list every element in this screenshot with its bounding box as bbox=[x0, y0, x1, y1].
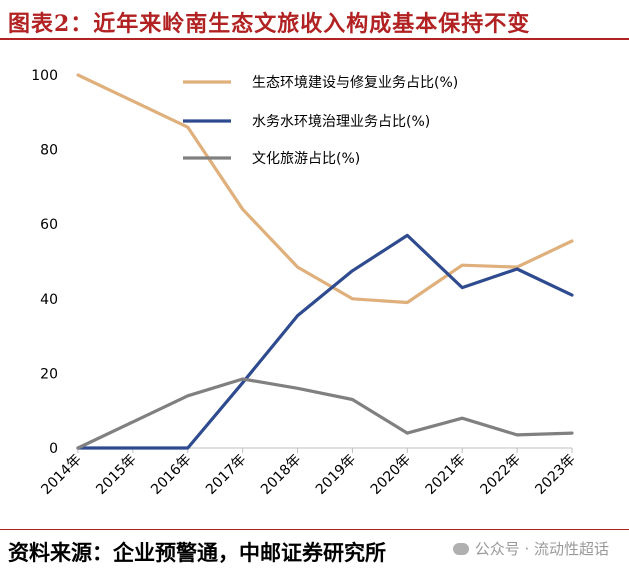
legend-label-3: 文化旅游占比(%) bbox=[252, 151, 360, 167]
x-tick-label: 2020年 bbox=[368, 452, 414, 498]
x-tick-label: 2022年 bbox=[478, 452, 524, 498]
watermark: 公众号 · 流动性超话 bbox=[452, 538, 609, 559]
x-tick-label: 2018年 bbox=[258, 452, 304, 498]
x-tick-label: 2019年 bbox=[313, 452, 359, 498]
y-tick-label: 20 bbox=[40, 366, 58, 382]
series-line-1 bbox=[76, 73, 574, 305]
chart-title: 图表2：近年来岭南生态文旅收入构成基本保持不变 bbox=[8, 11, 531, 37]
wechat-icon bbox=[452, 543, 469, 555]
y-tick-label: 40 bbox=[40, 292, 58, 308]
legend: 生态环境建设与修复业务占比(%) 水务水环境治理业务占比(%) 文化旅游占比(%) bbox=[183, 74, 458, 167]
x-tick-label: 2014年 bbox=[38, 452, 84, 498]
watermark-text: 公众号 · 流动性超话 bbox=[474, 540, 609, 558]
x-tick-label: 2017年 bbox=[203, 452, 249, 498]
footer-divider bbox=[0, 529, 629, 530]
x-tick-label: 2016年 bbox=[148, 452, 194, 498]
source-note: 资料来源：企业预警通，中邮证券研究所 bbox=[8, 540, 386, 565]
series-line-3 bbox=[76, 377, 574, 450]
x-tick-label: 2021年 bbox=[423, 452, 469, 498]
line-chart: 0 20 40 60 80 100 2014年 2015年 2016年 2017年 2018年 201… bbox=[31, 68, 579, 498]
legend-label-1: 生态环境建设与修复业务占比(%) bbox=[252, 74, 458, 91]
legend-label-2: 水务水环境治理业务占比(%) bbox=[252, 114, 430, 130]
y-tick-label: 80 bbox=[40, 143, 58, 159]
header-divider bbox=[0, 38, 629, 40]
y-tick-label: 60 bbox=[40, 217, 58, 233]
y-tick-label: 100 bbox=[31, 68, 58, 84]
series-line-2 bbox=[76, 233, 574, 450]
x-tick-label: 2023年 bbox=[532, 452, 578, 498]
series-layer bbox=[76, 73, 574, 450]
x-tick-label: 2015年 bbox=[93, 452, 139, 498]
y-tick-label: 0 bbox=[49, 441, 58, 457]
axes: 0 20 40 60 80 100 2014年 2015年 2016年 2017年 2018年 201… bbox=[31, 68, 579, 498]
header: 图表2：近年来岭南生态文旅收入构成基本保持不变 bbox=[0, 0, 629, 40]
